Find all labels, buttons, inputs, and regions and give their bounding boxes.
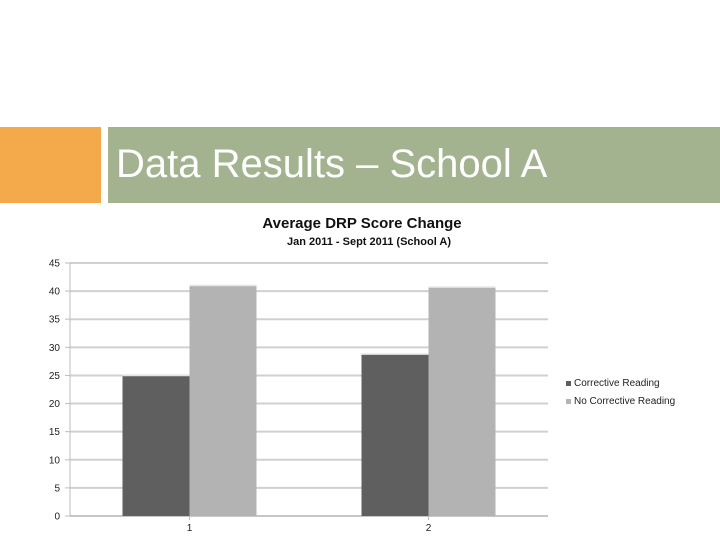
- x-tick-label: 2: [426, 523, 432, 534]
- accent-block: [0, 127, 101, 203]
- y-tick-label: 20: [49, 399, 61, 410]
- y-tick-label: 40: [49, 287, 61, 298]
- chart-title: Average DRP Score Change: [262, 215, 461, 232]
- y-tick-label: 45: [49, 259, 61, 270]
- y-tick-label: 0: [54, 512, 60, 523]
- y-tick-label: 30: [49, 343, 61, 354]
- y-tick-label: 15: [49, 427, 61, 438]
- legend-swatch: [566, 399, 571, 404]
- legend: Corrective Reading No Corrective Reading: [566, 378, 675, 407]
- bar: [122, 375, 190, 516]
- chart-subtitle: Jan 2011 - Sept 2011 (School A): [287, 236, 451, 248]
- bar: [428, 287, 496, 516]
- legend-label: No Corrective Reading: [574, 396, 675, 407]
- x-tick-label: 1: [187, 523, 193, 534]
- legend-label: Corrective Reading: [574, 378, 660, 389]
- title-bar: [108, 127, 720, 203]
- y-tick-label: 10: [49, 455, 61, 466]
- y-tick-label: 25: [49, 371, 61, 382]
- legend-swatch: [566, 381, 571, 386]
- slide-title: Data Results – School A: [116, 142, 548, 186]
- bar: [361, 354, 429, 516]
- bars: [122, 284, 496, 516]
- y-tick-label: 5: [54, 483, 60, 494]
- y-tick-label: 35: [49, 315, 61, 326]
- bar: [189, 285, 257, 516]
